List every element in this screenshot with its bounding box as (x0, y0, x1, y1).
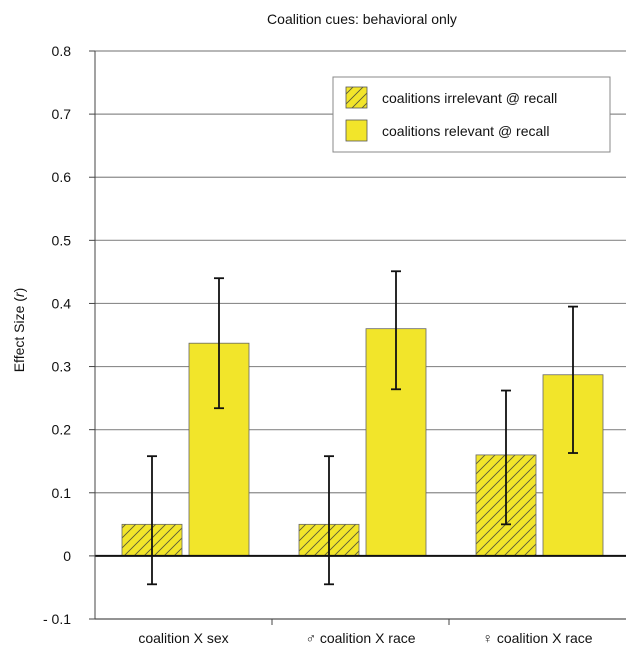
y-axis-label-variable: r (11, 291, 27, 297)
x-tick-label: coalition X sex (138, 630, 228, 646)
y-tick-label: 0.8 (52, 43, 72, 59)
axes: - 0.1 0 0.1 0.2 0.3 0.4 0.5 0.6 0.7 0.8 coalition … (43, 43, 626, 646)
legend: coalitions irrelevant @ recall coalition… (332, 76, 611, 153)
x-tick-label: ♂ coalition X race (305, 630, 415, 646)
y-axis-label: Effect Size (r) (11, 288, 27, 373)
legend-label-irrelevant: coalitions irrelevant @ recall (382, 90, 557, 106)
legend-box (332, 76, 611, 153)
y-axis-label-suffix: ) (11, 288, 27, 293)
legend-swatch-irrelevant (345, 86, 368, 109)
chart-title: Coalition cues: behavioral only (267, 11, 457, 27)
y-tick-label: 0.3 (52, 359, 72, 375)
y-tick-label: 0.5 (52, 232, 72, 248)
y-tick-label: - 0.1 (43, 611, 71, 627)
y-tick-label: 0.4 (52, 295, 72, 311)
bars (95, 270, 626, 586)
y-tick-label: 0 (63, 548, 71, 564)
x-tick-label: ♀ coalition X race (482, 630, 592, 646)
y-tick-label: 0.1 (52, 485, 72, 501)
y-tick-label: 0.6 (52, 169, 72, 185)
y-axis-label-prefix: Effect Size ( (11, 297, 27, 373)
legend-label-relevant: coalitions relevant @ recall (382, 123, 550, 139)
legend-swatch-relevant (345, 119, 368, 142)
y-tick-label: 0.7 (52, 106, 72, 122)
y-tick-label: 0.2 (52, 422, 72, 438)
